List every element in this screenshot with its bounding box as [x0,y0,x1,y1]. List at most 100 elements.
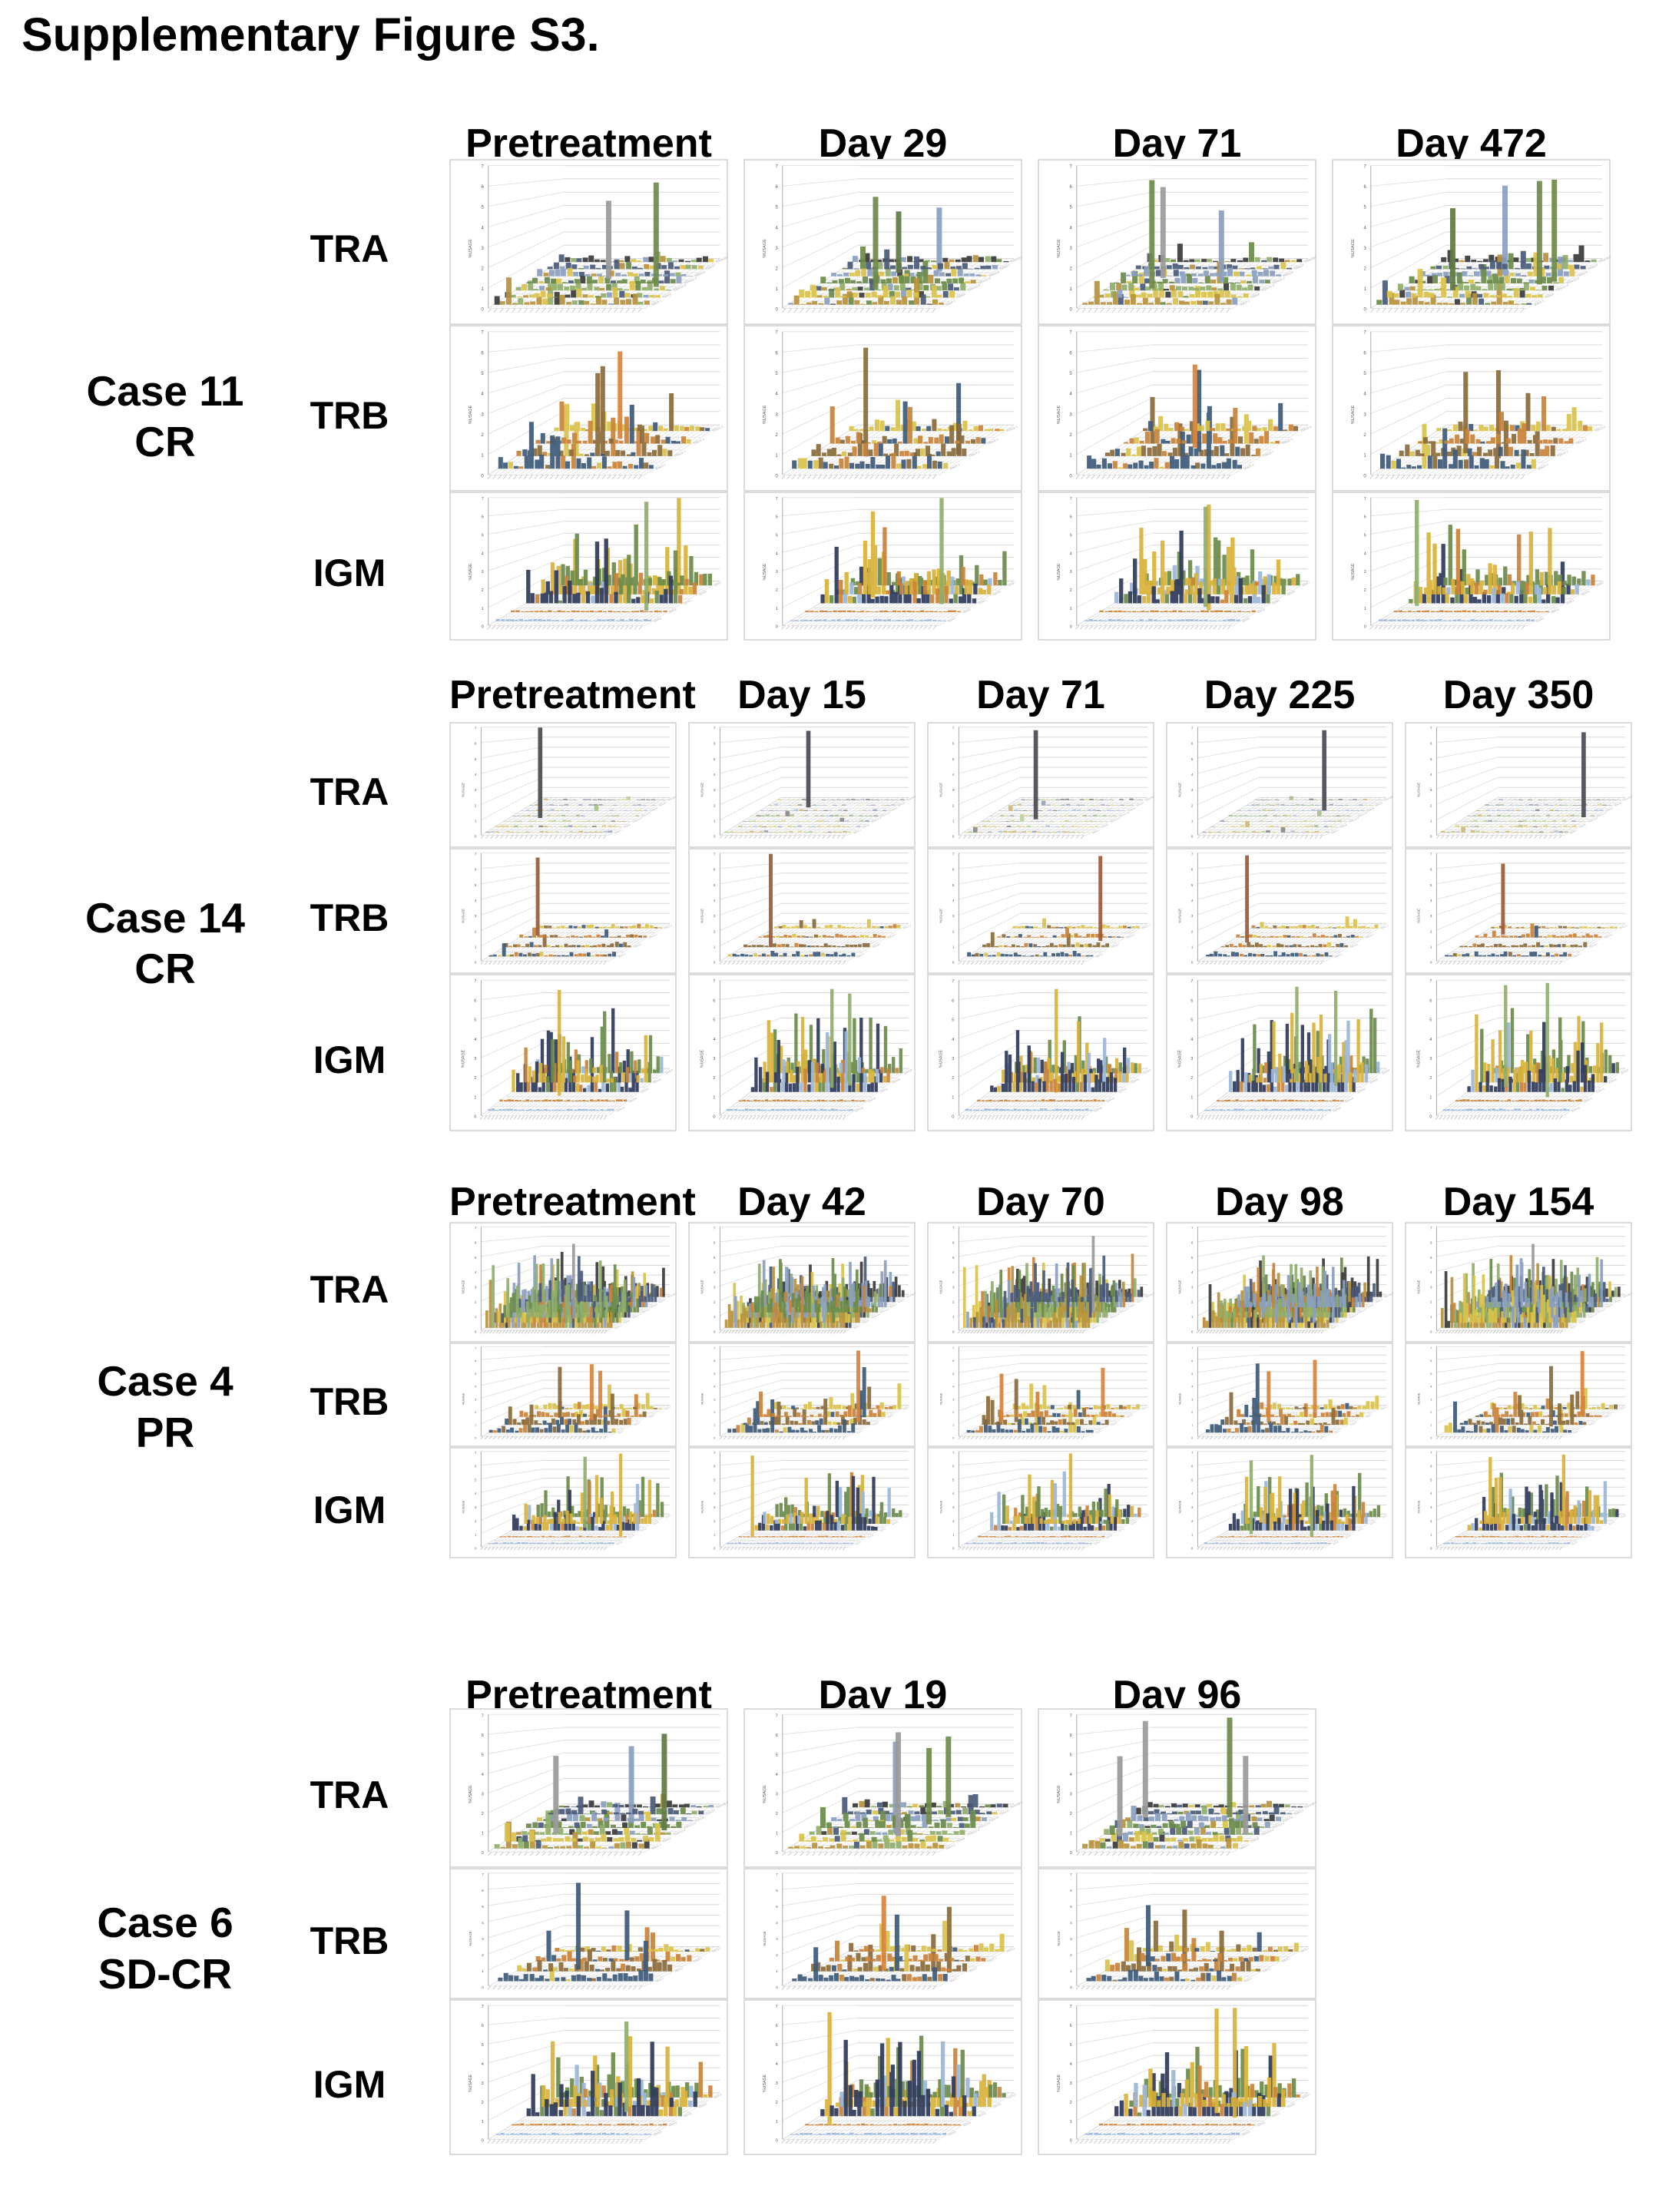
svg-text:7: 7 [482,497,484,502]
svg-text:%USAGE: %USAGE [1178,1500,1181,1513]
svg-text:%USAGE: %USAGE [1416,909,1420,923]
svg-text:5: 5 [1070,533,1072,538]
svg-text:3: 3 [1191,1398,1193,1401]
svg-text:0: 0 [475,1436,476,1439]
svg-text:2: 2 [952,803,955,807]
svg-text:2: 2 [1363,432,1366,438]
svg-text:2: 2 [1364,588,1366,593]
svg-text:%USAGE: %USAGE [763,239,767,258]
svg-text:6: 6 [714,742,716,746]
svg-text:5: 5 [1430,1373,1432,1376]
svg-text:%USAGE: %USAGE [469,563,473,581]
svg-text:1: 1 [776,607,778,611]
svg-text:3: 3 [482,2081,484,2086]
svg-text:0: 0 [952,1115,954,1120]
svg-text:%USAGE: %USAGE [763,563,767,581]
svg-text:5: 5 [482,1753,484,1757]
svg-text:3: 3 [776,2081,778,2086]
svg-text:%USAGE: %USAGE [469,2074,473,2092]
svg-text:2: 2 [1429,1076,1432,1081]
svg-text:%USAGE: %USAGE [1177,1049,1182,1068]
svg-text:6: 6 [1191,868,1194,872]
svg-text:7: 7 [1191,727,1194,730]
svg-text:7: 7 [474,979,476,984]
svg-text:5: 5 [482,1905,484,1909]
svg-text:%USAGE: %USAGE [1177,909,1181,923]
svg-text:4: 4 [482,1921,484,1926]
svg-text:7: 7 [776,1714,778,1718]
svg-text:%USAGE: %USAGE [700,1049,704,1068]
svg-text:%USAGE: %USAGE [1351,405,1356,424]
svg-text:6: 6 [776,515,778,520]
svg-text:2: 2 [474,1076,476,1081]
svg-text:0: 0 [475,835,477,839]
svg-text:1: 1 [1070,607,1072,611]
svg-text:%USAGE: %USAGE [462,1392,465,1405]
svg-text:5: 5 [1191,757,1194,761]
svg-text:0: 0 [952,835,955,839]
svg-text:0: 0 [714,835,716,839]
svg-text:3: 3 [475,1398,476,1401]
svg-text:2: 2 [482,1812,484,1816]
svg-text:2: 2 [1430,1411,1432,1414]
svg-text:2: 2 [481,432,484,438]
svg-text:5: 5 [776,533,778,538]
svg-text:6: 6 [775,350,778,356]
svg-text:1: 1 [475,820,477,823]
svg-text:0: 0 [1070,625,1072,630]
svg-text:4: 4 [775,392,778,397]
svg-text:7: 7 [1364,497,1366,502]
svg-text:3: 3 [1070,570,1072,575]
svg-text:0: 0 [1191,1436,1193,1439]
svg-text:4: 4 [952,773,955,777]
svg-text:6: 6 [1070,1734,1072,1738]
svg-text:%USAGE: %USAGE [1057,239,1061,258]
svg-text:5: 5 [475,1373,476,1376]
svg-text:4: 4 [482,551,484,556]
svg-text:7: 7 [1430,727,1432,730]
svg-text:4: 4 [714,773,716,777]
svg-text:3: 3 [714,1398,715,1401]
svg-text:0: 0 [1429,1115,1432,1120]
svg-text:7: 7 [1070,2005,1072,2009]
svg-text:2: 2 [1070,1812,1072,1816]
svg-text:%USAGE: %USAGE [461,1280,465,1293]
svg-text:6: 6 [776,1734,778,1738]
svg-text:5: 5 [714,1373,715,1376]
svg-text:1: 1 [1430,1424,1432,1427]
svg-text:7: 7 [775,330,778,336]
svg-text:6: 6 [1363,350,1366,356]
svg-text:%USAGE: %USAGE [939,1500,942,1513]
svg-text:%USAGE: %USAGE [1057,405,1061,424]
svg-text:%USAGE: %USAGE [939,1392,942,1405]
svg-text:4: 4 [1070,1921,1072,1926]
svg-text:5: 5 [482,533,484,538]
svg-text:2: 2 [714,803,716,807]
svg-text:7: 7 [714,727,716,730]
svg-text:4: 4 [952,1038,954,1042]
svg-text:6: 6 [1069,350,1072,356]
svg-text:%USAGE: %USAGE [700,1280,704,1293]
svg-text:4: 4 [1363,392,1366,397]
svg-text:1: 1 [1070,1969,1072,1974]
svg-text:4: 4 [1070,551,1072,556]
svg-text:2: 2 [776,2101,778,2105]
svg-text:3: 3 [952,1057,954,1061]
svg-text:%USAGE: %USAGE [939,909,942,923]
svg-text:5: 5 [1363,371,1366,376]
svg-text:5: 5 [775,371,778,376]
svg-text:5: 5 [952,757,955,761]
svg-text:2: 2 [1191,1411,1193,1414]
svg-text:4: 4 [475,899,477,902]
svg-text:1: 1 [1069,453,1072,459]
svg-text:7: 7 [776,1873,778,1877]
svg-text:%USAGE: %USAGE [939,783,942,797]
svg-text:%USAGE: %USAGE [763,2074,767,2092]
svg-text:%USAGE: %USAGE [1178,1392,1181,1405]
svg-text:5: 5 [714,883,716,887]
svg-text:7: 7 [1429,979,1432,984]
svg-text:2: 2 [1191,803,1194,807]
svg-text:7: 7 [482,1714,484,1718]
svg-text:%USAGE: %USAGE [461,783,465,797]
svg-text:0: 0 [475,961,477,965]
